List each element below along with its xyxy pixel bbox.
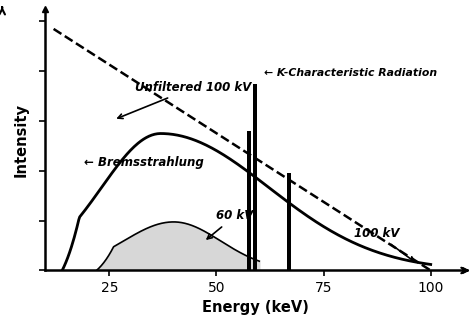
Bar [246, 131, 250, 271]
Text: ← Bremsstrahlung: ← Bremsstrahlung [83, 156, 203, 169]
X-axis label: Energy (keV): Energy (keV) [201, 300, 309, 316]
Text: 100 kV: 100 kV [354, 227, 414, 262]
Bar [253, 84, 257, 271]
Y-axis label: Intensity: Intensity [14, 103, 29, 177]
Text: ← K-Characteristic Radiation: ← K-Characteristic Radiation [264, 68, 437, 78]
Text: 60 kV: 60 kV [207, 209, 254, 239]
Bar [287, 173, 291, 271]
Text: Unfiltered 100 kV: Unfiltered 100 kV [118, 81, 251, 118]
